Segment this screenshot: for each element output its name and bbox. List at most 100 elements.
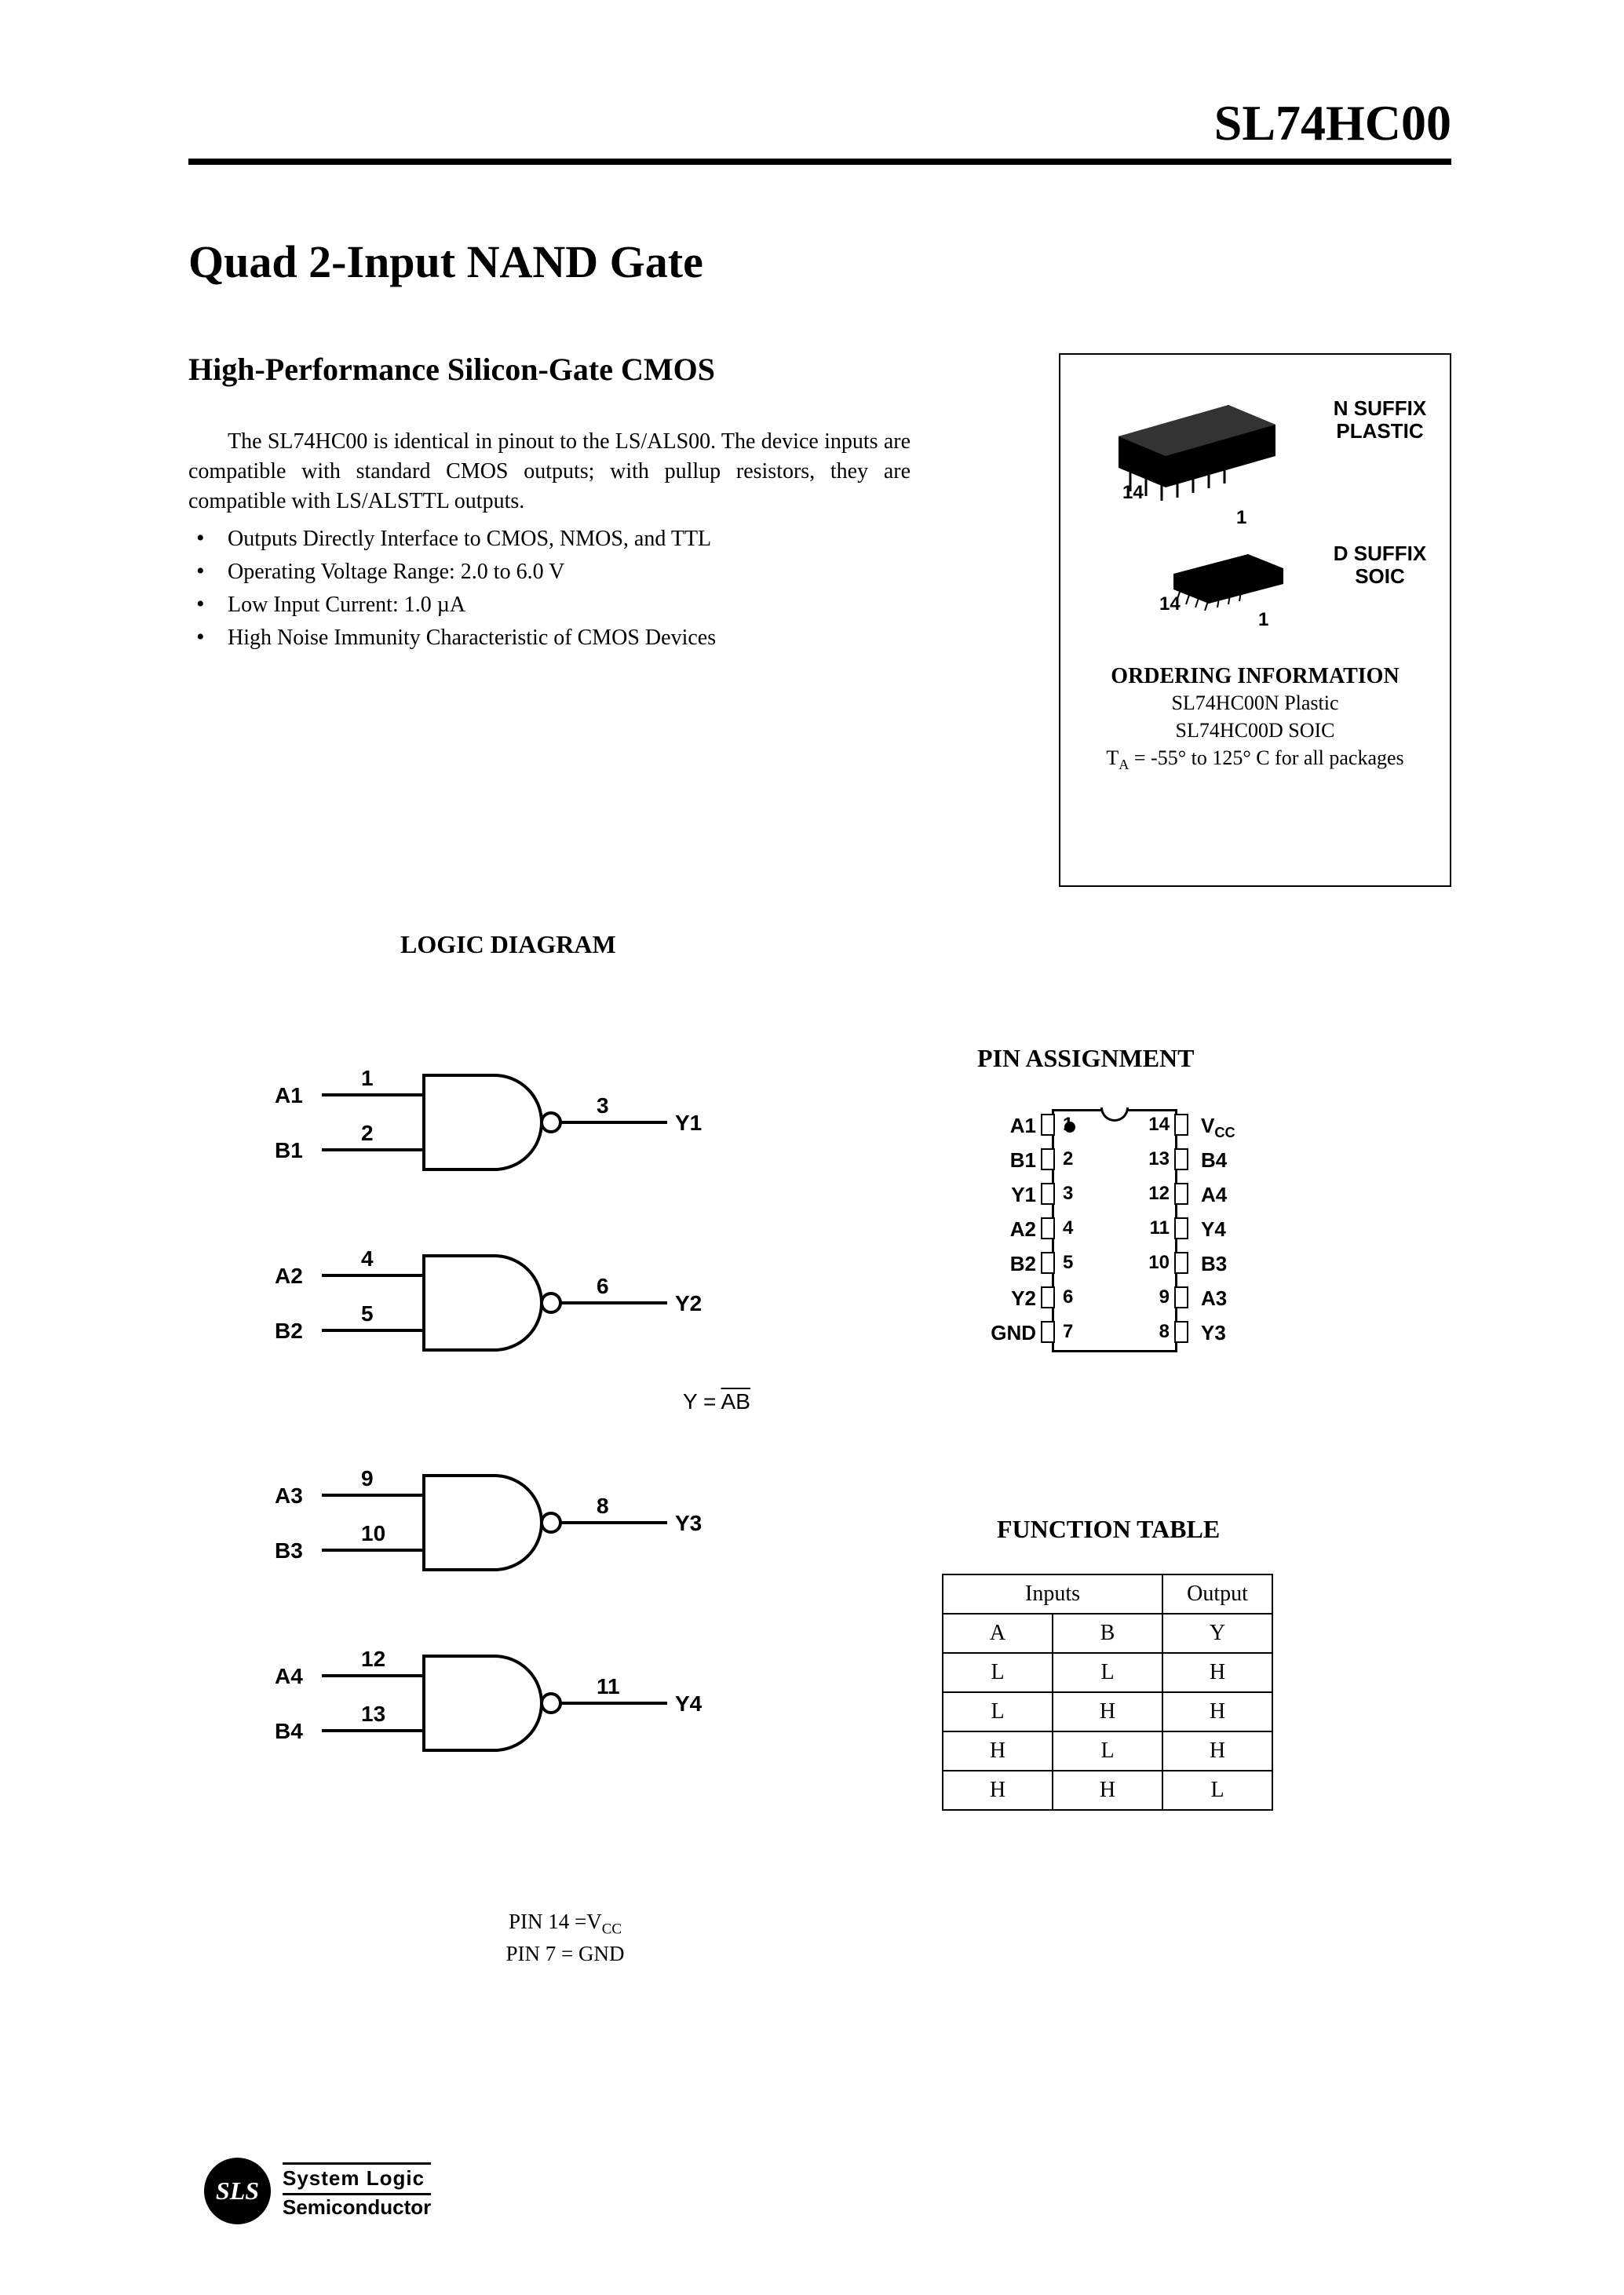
gate-pin-y: 3 (597, 1093, 609, 1118)
pin-right-label: Y4 (1201, 1217, 1226, 1242)
gate-pin-b: 13 (361, 1702, 385, 1727)
table-row: HLH (943, 1731, 1272, 1771)
gate-input-b-label: B2 (275, 1319, 303, 1344)
ordering-info-heading: ORDERING INFORMATION (1071, 664, 1439, 689)
dip-pin14-label: 14 (1122, 482, 1144, 504)
pin-left-label: GND (991, 1321, 1036, 1345)
gate-input-a-label: A4 (275, 1664, 303, 1689)
gate-pin-a: 12 (361, 1647, 385, 1672)
pin-right-number: 13 (1148, 1148, 1170, 1170)
gate-output-y-label: Y2 (675, 1291, 702, 1316)
pin-left-number: 3 (1063, 1183, 1073, 1205)
pin-left-label: Y1 (1011, 1183, 1036, 1207)
table-col-y: Y (1162, 1614, 1272, 1653)
pin-rect-icon (1041, 1114, 1055, 1136)
page-title: Quad 2-Input NAND Gate (188, 235, 1451, 288)
feature-item: Low Input Current: 1.0 µA (228, 588, 911, 621)
pin-left-label: Y2 (1011, 1286, 1036, 1311)
pin-left-label: B1 (1010, 1148, 1036, 1173)
gate-pin-a: 9 (361, 1466, 374, 1491)
pin-rect-icon (1174, 1183, 1188, 1205)
gate-input-a-label: A3 (275, 1483, 303, 1509)
part-number-heading: SL74HC00 (188, 94, 1451, 152)
gate-pin-b: 10 (361, 1521, 385, 1546)
ordering-line: SL74HC00N Plastic (1071, 689, 1439, 717)
gate-input-b-label: B4 (275, 1719, 303, 1744)
sls-logo-icon: SLS (204, 2158, 271, 2224)
pin-rect-icon (1041, 1321, 1055, 1343)
pin-rect-icon (1174, 1286, 1188, 1308)
pin-rect-icon (1174, 1114, 1188, 1136)
pin-rect-icon (1174, 1252, 1188, 1274)
pin-right-label: B3 (1201, 1252, 1227, 1276)
pin-assignment-diagram: A11B12Y13A24B25Y26GND7 14VCC13B412A411Y4… (942, 1103, 1303, 1370)
pin-right-number: 8 (1159, 1321, 1170, 1343)
nand-gate-3: A3 B3 Y3 9 10 8 (275, 1452, 761, 1601)
soic-package-icon (1166, 542, 1299, 613)
soic-pin14-label: 14 (1159, 593, 1181, 615)
logic-diagram: A1 B1 Y1 1 2 3 A2 B2 Y2 4 5 6 A3 B3 Y3 (275, 1052, 761, 1837)
dip-pin1-label: 1 (1236, 507, 1246, 529)
pin-right-number: 10 (1148, 1252, 1170, 1274)
pin-right-label: Y3 (1201, 1321, 1226, 1345)
header-rule (188, 159, 1451, 165)
table-header-output: Output (1162, 1574, 1272, 1614)
pin-rect-icon (1041, 1148, 1055, 1170)
pin-right-label: VCC (1201, 1114, 1235, 1141)
feature-list: Outputs Directly Interface to CMOS, NMOS… (188, 522, 911, 654)
table-row: LLH (943, 1653, 1272, 1692)
pin-right-number: 9 (1159, 1286, 1170, 1308)
pin-left-label: A2 (1010, 1217, 1036, 1242)
package-drawings: 14 1 N SUFFIX PLASTIC 14 1 D SUFFIX SOIC (1071, 366, 1439, 656)
gate-input-a-label: A2 (275, 1264, 303, 1289)
footer: SLS System Logic Semiconductor (204, 2158, 431, 2224)
footer-text: System Logic Semiconductor (283, 2162, 431, 2219)
pin-left-number: 4 (1063, 1217, 1073, 1239)
gate-output-y-label: Y4 (675, 1691, 702, 1717)
table-col-a: A (943, 1614, 1053, 1653)
gate-pin-b: 2 (361, 1121, 374, 1146)
nand-gate-1: A1 B1 Y1 1 2 3 (275, 1052, 761, 1201)
pin-left-label: B2 (1010, 1252, 1036, 1276)
ordering-temp-line: TA = -55° to 125° C for all packages (1071, 744, 1439, 775)
function-table: Inputs Output A B Y LLH LHH HLH HHL (942, 1574, 1273, 1811)
ordering-line: SL74HC00D SOIC (1071, 717, 1439, 744)
gate-output-y-label: Y3 (675, 1511, 702, 1536)
gate-input-b-label: B1 (275, 1138, 303, 1163)
logic-diagram-heading: LOGIC DIAGRAM (400, 930, 616, 959)
pin-left-number: 7 (1063, 1321, 1073, 1343)
pin-left-number: 2 (1063, 1148, 1073, 1170)
table-header-inputs: Inputs (943, 1574, 1162, 1614)
pin-left-label: A1 (1010, 1114, 1036, 1138)
pin-rect-icon (1041, 1286, 1055, 1308)
feature-item: Operating Voltage Range: 2.0 to 6.0 V (228, 555, 911, 588)
function-table-heading: FUNCTION TABLE (997, 1515, 1220, 1544)
gate-output-y-label: Y1 (675, 1111, 702, 1136)
gate-pin-y: 8 (597, 1494, 609, 1519)
feature-item: Outputs Directly Interface to CMOS, NMOS… (228, 522, 911, 555)
table-col-b: B (1053, 1614, 1162, 1653)
pin-left-number: 5 (1063, 1252, 1073, 1274)
pin-right-number: 12 (1148, 1183, 1170, 1205)
gate-pin-a: 4 (361, 1246, 374, 1272)
d-suffix-label: D SUFFIX SOIC (1329, 542, 1431, 587)
pin-right-label: A3 (1201, 1286, 1227, 1311)
pin-notes: PIN 14 =VCC PIN 7 = GND (463, 1907, 667, 1968)
n-suffix-label: N SUFFIX PLASTIC (1329, 397, 1431, 442)
gate-pin-y: 6 (597, 1274, 609, 1299)
feature-item: High Noise Immunity Characteristic of CM… (228, 621, 911, 654)
gate-input-b-label: B3 (275, 1538, 303, 1563)
pin-left-number: 1 (1063, 1114, 1073, 1136)
pin-right-label: A4 (1201, 1183, 1227, 1207)
pin-rect-icon (1174, 1148, 1188, 1170)
table-row: HHL (943, 1771, 1272, 1810)
intro-paragraph: The SL74HC00 is identical in pinout to t… (188, 427, 911, 516)
soic-pin1-label: 1 (1258, 609, 1268, 631)
pin-rect-icon (1174, 1321, 1188, 1343)
pin-right-number: 14 (1148, 1114, 1170, 1136)
pin-right-label: B4 (1201, 1148, 1227, 1173)
pin-rect-icon (1041, 1252, 1055, 1274)
gate-pin-a: 1 (361, 1066, 374, 1091)
table-row: LHH (943, 1692, 1272, 1731)
pin-left-number: 6 (1063, 1286, 1073, 1308)
